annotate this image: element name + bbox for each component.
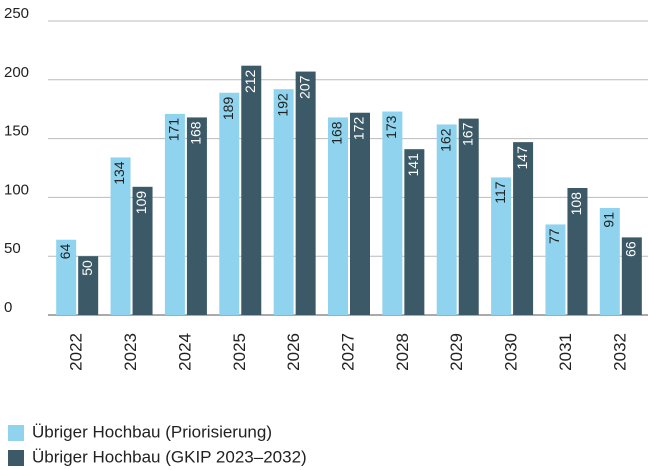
value-label: 173: [383, 115, 399, 139]
x-tick-label: 2025: [230, 333, 249, 371]
value-label: 171: [166, 118, 182, 142]
bar: [599, 207, 620, 315]
y-tick-label: 100: [4, 181, 29, 198]
bar: [436, 124, 457, 315]
x-tick-label: 2030: [502, 333, 521, 371]
y-tick-label: 0: [4, 299, 12, 316]
bar: [545, 224, 566, 315]
bar: [404, 149, 425, 315]
value-label: 64: [57, 244, 73, 260]
bar: [350, 112, 370, 315]
bar: [273, 89, 294, 315]
value-label: 189: [220, 97, 236, 121]
value-label: 207: [296, 75, 312, 99]
x-tick-label: 2026: [284, 333, 303, 371]
legend-swatch: [8, 450, 24, 466]
value-label: 66: [623, 241, 639, 257]
value-label: 212: [242, 69, 258, 93]
bar: [241, 65, 262, 315]
value-label: 168: [329, 121, 345, 145]
x-tick-label: 2031: [556, 333, 575, 371]
bar: [491, 177, 512, 315]
value-label: 109: [133, 191, 149, 215]
value-label: 108: [568, 192, 584, 216]
x-tick-label: 2027: [338, 333, 357, 371]
bar: [621, 237, 642, 315]
bar: [132, 186, 153, 315]
legend-swatch: [8, 425, 24, 441]
x-tick-label: 2024: [175, 333, 194, 371]
value-label: 147: [514, 146, 530, 170]
x-tick-label: 2028: [393, 333, 412, 371]
bar: [78, 256, 99, 315]
y-tick-label: 200: [4, 64, 29, 81]
legend-label: Übriger Hochbau (Priorisierung): [32, 422, 272, 441]
value-label: 162: [437, 128, 453, 152]
value-label: 141: [405, 153, 421, 177]
y-tick-label: 50: [4, 240, 21, 257]
value-label: 50: [79, 260, 95, 276]
y-tick-label: 250: [4, 5, 29, 22]
value-label: 134: [111, 161, 127, 185]
value-label: 192: [274, 93, 290, 117]
value-label: 91: [601, 212, 617, 228]
y-tick-label: 150: [4, 123, 29, 140]
legend-label: Übriger Hochbau (GKIP 2023–2032): [32, 447, 307, 466]
bar: [513, 142, 534, 315]
value-label: 168: [188, 121, 204, 145]
bar: [295, 71, 316, 316]
x-tick-label: 2029: [447, 333, 466, 371]
bar: [56, 239, 77, 315]
bar: [219, 92, 240, 316]
value-label: 77: [546, 228, 562, 244]
value-label: 167: [459, 122, 475, 146]
bar: [328, 117, 348, 315]
bar: [567, 187, 588, 315]
value-label: 172: [351, 117, 367, 141]
bar: [164, 113, 185, 316]
value-label: 117: [492, 181, 508, 204]
bar: [382, 111, 403, 315]
bar: [458, 118, 479, 315]
x-tick-label: 2023: [121, 333, 140, 371]
bar: [110, 157, 131, 315]
bar: [186, 117, 207, 315]
x-tick-label: 2032: [610, 333, 629, 371]
x-tick-label: 2022: [67, 333, 86, 371]
